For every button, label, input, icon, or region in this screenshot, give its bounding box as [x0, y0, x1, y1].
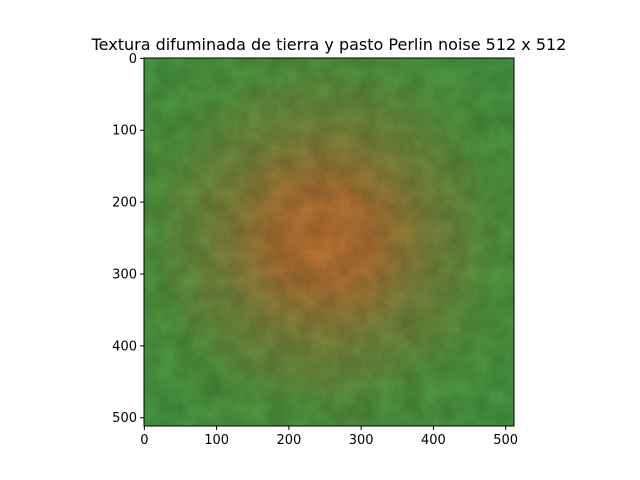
x-tick-label: 100 — [204, 433, 229, 448]
y-tick-label: 100 — [112, 124, 137, 139]
y-tick-label: 500 — [112, 411, 137, 426]
x-tick-label: 500 — [493, 433, 518, 448]
y-tick-label: 300 — [112, 267, 137, 282]
y-tick-label: 400 — [112, 339, 137, 354]
chart-title: Textura difuminada de tierra y pasto Per… — [91, 35, 567, 54]
x-tick-label: 0 — [140, 433, 148, 448]
plot-area — [143, 57, 515, 427]
noise-overlay — [144, 58, 514, 426]
y-tick-label: 200 — [112, 196, 137, 211]
x-tick-label: 400 — [421, 433, 446, 448]
y-tick-label: 0 — [129, 52, 137, 67]
x-tick-label: 300 — [349, 433, 374, 448]
y-axis: 0 100 200 300 400 500 — [112, 52, 144, 426]
plot-frame — [143, 57, 515, 427]
x-tick-label: 200 — [276, 433, 301, 448]
x-axis: 0 100 200 300 400 500 — [140, 426, 518, 448]
